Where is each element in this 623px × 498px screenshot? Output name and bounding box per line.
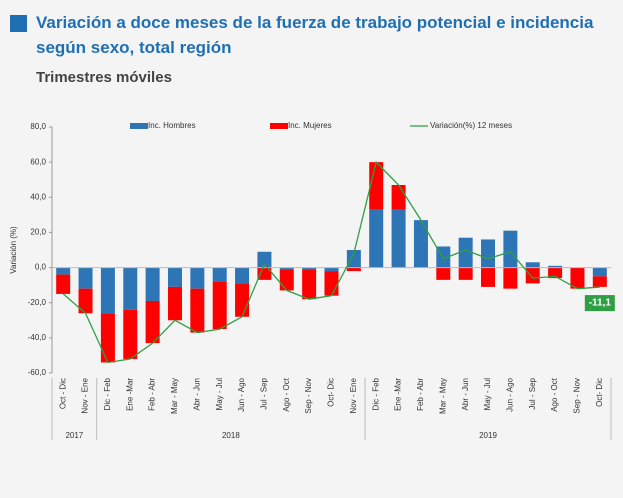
y-tick-label: -40,0 xyxy=(28,333,47,342)
x-tick-label: Ago - Oct xyxy=(550,377,559,412)
x-tick-label: Ene -Mar xyxy=(125,378,134,411)
bar xyxy=(78,288,93,314)
bar xyxy=(324,271,339,296)
bar xyxy=(481,267,496,287)
bar xyxy=(190,288,205,333)
bar xyxy=(369,162,384,210)
y-tick-label: 80,0 xyxy=(30,122,46,131)
bar xyxy=(279,267,294,270)
x-tick-label: Dic - Feb xyxy=(371,377,380,410)
bar xyxy=(167,267,182,287)
bar xyxy=(145,267,160,301)
bar xyxy=(346,267,361,272)
group-label: 2019 xyxy=(479,431,497,440)
group-label: 2017 xyxy=(65,431,83,440)
x-tick-label: Jul - Sep xyxy=(528,377,537,409)
bar xyxy=(235,283,250,317)
bar xyxy=(212,267,227,282)
x-tick-label: Oct- Dic xyxy=(327,378,336,407)
group-label: 2018 xyxy=(222,431,240,440)
x-tick-label: Nov - Ene xyxy=(81,377,90,413)
x-tick-label: May - Jul xyxy=(215,378,224,411)
y-axis-label: Variación (%) xyxy=(9,226,18,274)
x-tick-label: Jul - Sep xyxy=(260,377,269,409)
y-tick-label: -60,0 xyxy=(28,368,47,377)
x-tick-label: Mar - May xyxy=(438,378,447,414)
bar xyxy=(481,239,496,268)
bar xyxy=(100,313,115,363)
x-tick-label: Abr - Jun xyxy=(192,378,201,410)
bar xyxy=(235,267,250,284)
y-tick-label: 60,0 xyxy=(30,157,46,166)
x-tick-label: Sep - Nov xyxy=(573,378,582,414)
bar xyxy=(570,267,585,289)
bar xyxy=(503,267,518,289)
bar xyxy=(145,300,160,344)
x-tick-label: Feb - Abr xyxy=(416,378,425,411)
legend-swatch xyxy=(130,123,148,129)
bar xyxy=(324,267,339,272)
bar xyxy=(391,209,406,268)
x-tick-label: Oct- Dic xyxy=(595,378,604,407)
data-label: -11,1 xyxy=(589,298,612,309)
bar xyxy=(190,267,205,289)
legend-label: Inc. Mujeres xyxy=(288,121,332,130)
bar xyxy=(503,230,518,268)
bar xyxy=(279,269,294,291)
y-tick-label: -20,0 xyxy=(28,298,47,307)
x-tick-label: Ago - Oct xyxy=(282,377,291,412)
chart-title: Variación a doce meses de la fuerza de t… xyxy=(36,13,594,57)
x-tick-label: Jun - Ago xyxy=(505,377,514,411)
bar xyxy=(369,209,384,268)
legend-label: Inc. Hombres xyxy=(148,121,196,130)
x-tick-label: Sep - Nov xyxy=(304,378,313,414)
bar xyxy=(458,237,473,268)
bar xyxy=(56,274,71,294)
x-tick-label: May - Jul xyxy=(483,378,492,411)
title-icon xyxy=(10,15,27,32)
legend-swatch xyxy=(270,123,288,129)
x-tick-label: Oct - Dic xyxy=(58,378,67,409)
bar xyxy=(592,276,607,287)
bar xyxy=(548,267,563,279)
x-tick-label: Feb - Abr xyxy=(148,378,157,411)
x-tick-label: Nov - Ene xyxy=(349,377,358,413)
bar xyxy=(458,267,473,280)
bar xyxy=(525,262,540,268)
bar xyxy=(592,267,607,277)
x-tick-label: Ene -Mar xyxy=(394,378,403,411)
legend-label: Variación(%) 12 meses xyxy=(430,121,512,130)
bar xyxy=(436,267,451,280)
bar xyxy=(123,267,138,310)
bar xyxy=(123,309,138,359)
x-tick-label: Mar - May xyxy=(170,378,179,414)
y-tick-label: 0,0 xyxy=(35,263,47,272)
x-tick-label: Jun - Ago xyxy=(237,377,246,411)
data-label-box xyxy=(584,295,615,312)
bar xyxy=(257,251,272,268)
bar xyxy=(346,250,361,268)
bar xyxy=(525,267,540,284)
bar xyxy=(302,267,317,270)
bar xyxy=(391,184,406,210)
chart-subtitle: Trimestres móviles xyxy=(36,69,172,86)
bar xyxy=(413,220,428,268)
x-tick-label: Dic - Feb xyxy=(103,377,112,410)
bar xyxy=(100,267,115,314)
bar xyxy=(78,267,93,289)
bar xyxy=(212,281,227,330)
bar xyxy=(56,267,71,275)
bar xyxy=(302,269,317,300)
x-tick-label: Abr - Jun xyxy=(461,378,470,410)
line xyxy=(62,160,600,364)
y-tick-label: 20,0 xyxy=(30,228,46,237)
bar xyxy=(167,286,182,321)
bar xyxy=(548,265,563,268)
y-tick-label: 40,0 xyxy=(30,192,46,201)
